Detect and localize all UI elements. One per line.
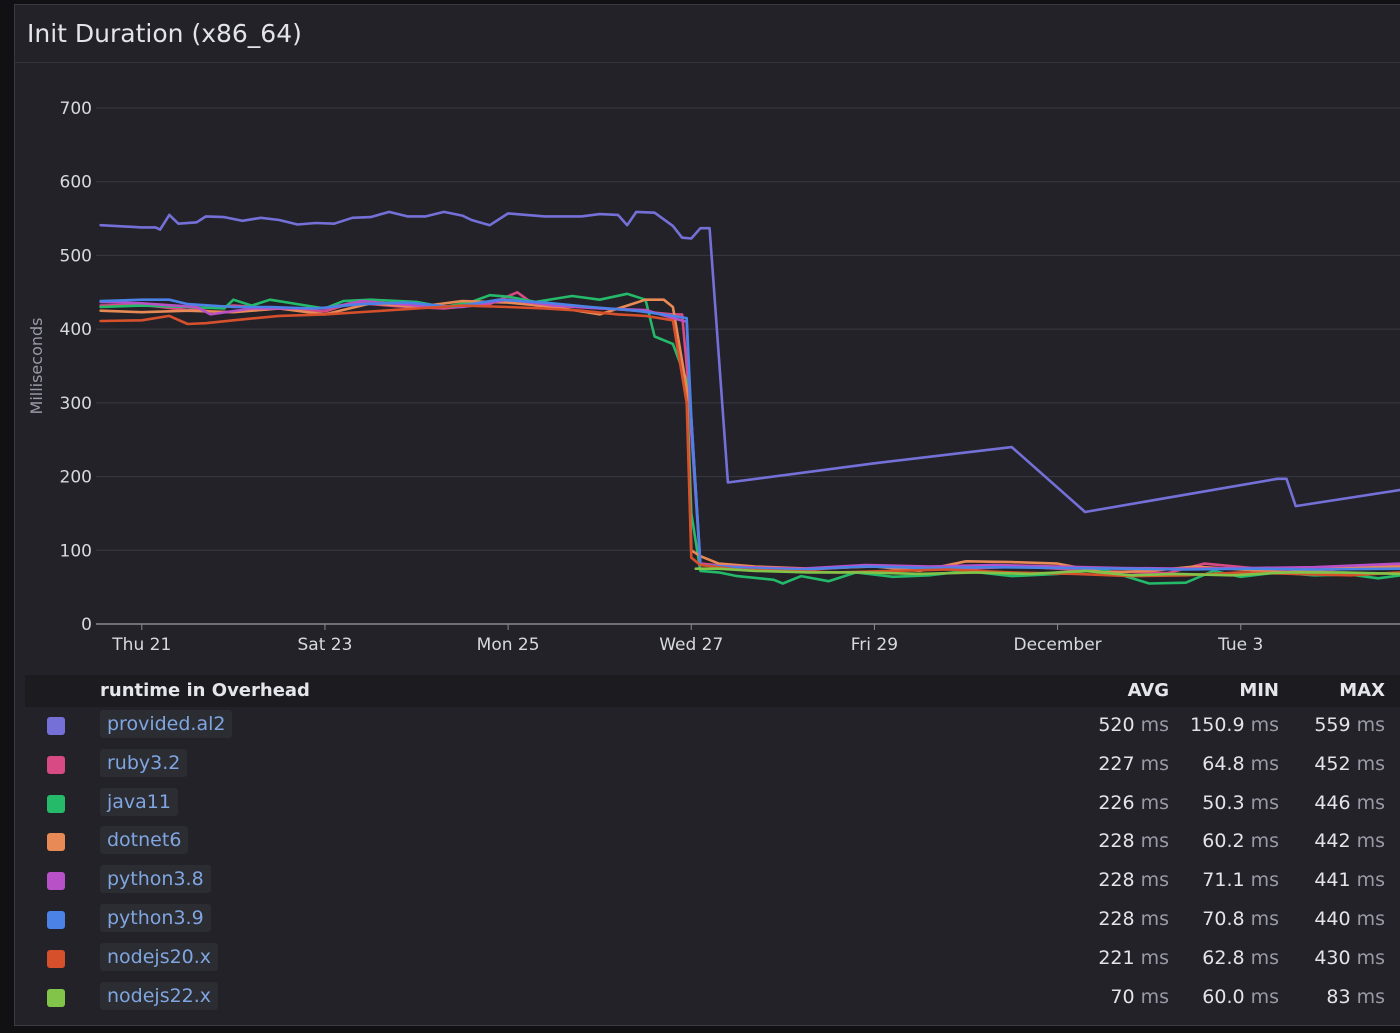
legend-min-value: 62.8 ms bbox=[1202, 946, 1279, 969]
legend-min-value: 60.2 ms bbox=[1202, 830, 1279, 853]
legend-row[interactable]: nodejs20.x 221 ms 62.8 ms 430 ms bbox=[25, 940, 1400, 979]
legend-series-name[interactable]: nodejs20.x bbox=[100, 942, 219, 971]
legend-avg-value: 228 ms bbox=[1098, 869, 1169, 892]
legend-header-name[interactable]: runtime in Overhead bbox=[100, 680, 310, 701]
series-line-ruby3.2[interactable] bbox=[99, 291, 1400, 575]
x-tick-label: Tue 3 bbox=[1217, 635, 1263, 655]
y-tick-label: 600 bbox=[60, 173, 92, 193]
legend-color-swatch[interactable] bbox=[47, 988, 65, 1007]
legend-color-swatch[interactable] bbox=[47, 755, 65, 774]
legend-color-swatch[interactable] bbox=[47, 949, 65, 968]
legend-row[interactable]: provided.al2 520 ms 150.9 ms 559 ms bbox=[25, 707, 1400, 746]
line-chart: 0 100 200 300 400 500 600 700 Thu 21 Sat 23 Mon 25… bbox=[27, 99, 1400, 655]
legend-row[interactable]: java11 226 ms 50.3 ms 446 ms bbox=[25, 785, 1400, 824]
legend-row[interactable]: nodejs22.x 70 ms 60.0 ms 83 ms bbox=[25, 979, 1400, 1018]
x-tick-label: Thu 21 bbox=[111, 635, 171, 655]
legend-color-swatch[interactable] bbox=[47, 872, 65, 891]
legend-min-value: 60.0 ms bbox=[1202, 985, 1279, 1008]
legend-min-value: 70.8 ms bbox=[1202, 907, 1279, 930]
series-line-nodejs22.x[interactable] bbox=[694, 567, 1400, 577]
series-line-python3.9[interactable] bbox=[99, 298, 1400, 571]
x-tick-label: Mon 25 bbox=[477, 635, 540, 655]
legend-row[interactable]: dotnet6 228 ms 60.2 ms 442 ms bbox=[25, 823, 1400, 862]
y-tick-label: 500 bbox=[60, 246, 92, 266]
legend-color-swatch[interactable] bbox=[47, 794, 65, 813]
legend-avg-value: 226 ms bbox=[1098, 791, 1169, 814]
x-tick-label: Sat 23 bbox=[297, 635, 352, 655]
legend-header: runtime in Overhead AVG MIN MAX bbox=[25, 675, 1400, 707]
y-axis-label: Milliseconds bbox=[27, 318, 46, 415]
legend-max-value: 446 ms bbox=[1314, 791, 1385, 814]
x-tick-label: December bbox=[1014, 635, 1102, 655]
x-tick-label: Fri 29 bbox=[851, 635, 898, 655]
x-tick-label: Wed 27 bbox=[659, 635, 723, 655]
legend-series-name[interactable]: nodejs22.x bbox=[100, 981, 219, 1010]
legend-avg-value: 520 ms bbox=[1098, 714, 1169, 736]
legend-max-value: 559 ms bbox=[1314, 714, 1385, 736]
legend-row[interactable]: python3.8 228 ms 71.1 ms 441 ms bbox=[25, 862, 1400, 901]
legend-avg-value: 228 ms bbox=[1098, 907, 1169, 930]
legend-row[interactable]: python3.9 228 ms 70.8 ms 440 ms bbox=[25, 901, 1400, 940]
legend-color-swatch[interactable] bbox=[47, 910, 65, 929]
legend-row[interactable]: ruby3.2 227 ms 64.8 ms 452 ms bbox=[25, 746, 1400, 785]
series-line-python3.8[interactable] bbox=[99, 298, 1400, 570]
legend-min-value: 71.1 ms bbox=[1202, 869, 1279, 892]
series-line-provided.al2[interactable] bbox=[99, 210, 1400, 514]
legend-min-value: 50.3 ms bbox=[1202, 791, 1279, 814]
legend-avg-value: 221 ms bbox=[1098, 946, 1169, 969]
legend-table: runtime in Overhead AVG MIN MAX provided… bbox=[25, 675, 1400, 1017]
legend-avg-value: 227 ms bbox=[1098, 752, 1169, 775]
legend-max-value: 442 ms bbox=[1314, 830, 1385, 853]
legend-series-name[interactable]: ruby3.2 bbox=[100, 748, 188, 777]
legend-max-value: 430 ms bbox=[1314, 946, 1385, 969]
legend-avg-value: 70 ms bbox=[1110, 985, 1169, 1008]
legend-series-name[interactable]: provided.al2 bbox=[100, 710, 233, 738]
y-tick-label: 400 bbox=[60, 320, 92, 340]
legend-max-value: 83 ms bbox=[1326, 985, 1385, 1008]
legend-max-value: 440 ms bbox=[1314, 907, 1385, 930]
y-tick-label: 300 bbox=[60, 394, 92, 414]
y-tick-label: 100 bbox=[60, 541, 92, 561]
panel-title[interactable]: Init Duration (x86_64) bbox=[27, 19, 302, 48]
series-line-nodejs20.x[interactable] bbox=[99, 304, 1400, 578]
y-tick-label: 700 bbox=[60, 99, 92, 119]
y-tick-label: 200 bbox=[60, 468, 92, 488]
series-line-java11[interactable] bbox=[99, 292, 1400, 585]
y-tick-label: 0 bbox=[81, 615, 92, 635]
legend-min-value: 150.9 ms bbox=[1190, 714, 1279, 736]
chart-panel: Init Duration (x86_64) 0 100 200 300 400 500 6… bbox=[14, 4, 1400, 1026]
legend-min-value: 64.8 ms bbox=[1202, 752, 1279, 775]
legend-color-swatch[interactable] bbox=[47, 717, 65, 735]
series-line-dotnet6[interactable] bbox=[99, 298, 1400, 574]
legend-series-name[interactable]: dotnet6 bbox=[100, 826, 189, 855]
legend-series-name[interactable]: java11 bbox=[100, 787, 178, 816]
legend-color-swatch[interactable] bbox=[47, 833, 65, 852]
legend-max-value: 452 ms bbox=[1314, 752, 1385, 775]
legend-series-name[interactable]: python3.8 bbox=[100, 865, 211, 894]
legend-avg-value: 228 ms bbox=[1098, 830, 1169, 853]
legend-header-min[interactable]: MIN bbox=[1239, 680, 1279, 701]
legend-max-value: 441 ms bbox=[1314, 869, 1385, 892]
legend-header-avg[interactable]: AVG bbox=[1127, 680, 1169, 701]
title-divider bbox=[15, 62, 1400, 63]
legend-header-max[interactable]: MAX bbox=[1339, 680, 1385, 701]
legend-series-name[interactable]: python3.9 bbox=[100, 903, 211, 932]
legend-rows: provided.al2 520 ms 150.9 ms 559 ms ruby3.2 227 m… bbox=[25, 707, 1400, 1017]
